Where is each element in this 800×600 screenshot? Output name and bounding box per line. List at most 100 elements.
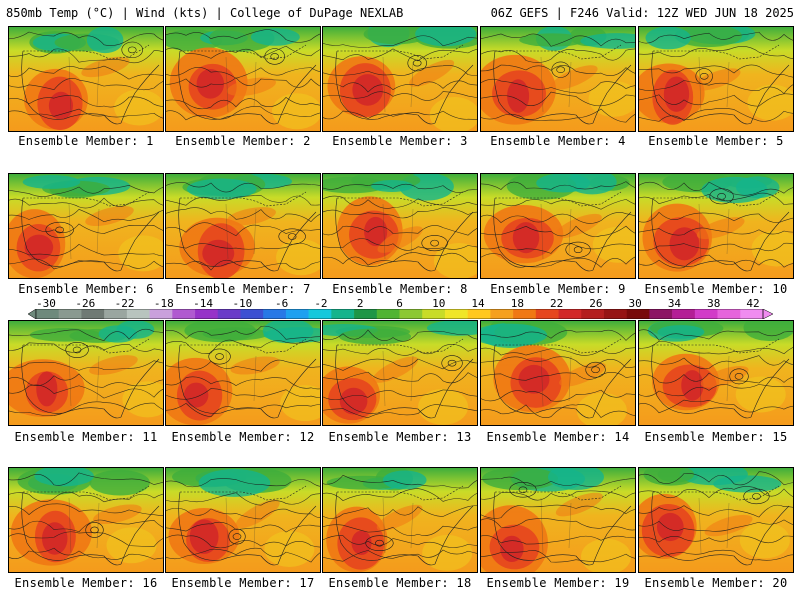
- ensemble-member-label: Ensemble Member: 18: [328, 576, 472, 590]
- temperature-field-map: [166, 174, 320, 278]
- ensemble-map-panel: [8, 467, 164, 573]
- colorbar-swatch: [581, 309, 605, 319]
- colorbar-tick-label: -10: [232, 297, 253, 310]
- temperature-field-map: [9, 321, 163, 425]
- ensemble-member-label: Ensemble Member: 19: [486, 576, 630, 590]
- ensemble-member-label: Ensemble Member: 16: [14, 576, 158, 590]
- ensemble-member-label: Ensemble Member: 11: [14, 430, 158, 444]
- colorbar-swatch: [513, 309, 537, 319]
- temperature-field-map: [9, 174, 163, 278]
- ensemble-map-panel: [165, 467, 321, 573]
- ensemble-member-label: Ensemble Member: 17: [171, 576, 315, 590]
- ensemble-map-panel: [322, 26, 478, 132]
- ensemble-map-panel: [480, 26, 636, 132]
- colorbar-swatch: [740, 309, 764, 319]
- colorbar-tick-label: 38: [707, 297, 721, 310]
- colorbar-swatch: [399, 309, 423, 319]
- colorbar-swatch: [672, 309, 696, 319]
- colorbar-swatch: [444, 309, 468, 319]
- ensemble-member-label: Ensemble Member: 13: [328, 430, 472, 444]
- colorbar-tick-label: -18: [153, 297, 174, 310]
- temperature-field-map: [166, 321, 320, 425]
- colorbar-tick-label: 34: [667, 297, 682, 310]
- colorbar-swatch: [195, 309, 219, 319]
- colorbar-swatch: [558, 309, 582, 319]
- temperature-field-map: [323, 27, 477, 131]
- temperature-field-map: [323, 468, 477, 572]
- ensemble-map-panel: [8, 320, 164, 426]
- colorbar-tick-label: -26: [75, 297, 96, 310]
- colorbar-swatch: [104, 309, 128, 319]
- colorbar-tick-label: 18: [510, 297, 524, 310]
- colorbar-max-arrow: [762, 309, 773, 319]
- colorbar-tick-label: -6: [275, 297, 289, 310]
- ensemble-member-label: Ensemble Member: 1: [18, 134, 154, 148]
- temperature-field-map: [9, 27, 163, 131]
- ensemble-map-panel: [8, 26, 164, 132]
- ensemble-member-label: Ensemble Member: 7: [175, 282, 311, 296]
- colorbar-swatch: [422, 309, 446, 319]
- ensemble-map-panel: [165, 320, 321, 426]
- temperature-field-map: [323, 174, 477, 278]
- ensemble-map-panel: [480, 467, 636, 573]
- temperature-field-map: [166, 468, 320, 572]
- temperature-field-map: [639, 321, 793, 425]
- ensemble-map-panel: [480, 173, 636, 279]
- colorbar-tick-label: 14: [471, 297, 485, 310]
- ensemble-member-label: Ensemble Member: 5: [648, 134, 784, 148]
- colorbar-swatch: [36, 309, 60, 319]
- temperature-field-map: [639, 174, 793, 278]
- colorbar-tick-label: 2: [356, 297, 364, 310]
- ensemble-map-panel: [322, 320, 478, 426]
- temperature-field-map: [323, 321, 477, 425]
- colorbar-swatch: [603, 309, 627, 319]
- colorbar-tick-label: 42: [746, 297, 760, 310]
- colorbar-swatch: [490, 309, 514, 319]
- temperature-field-map: [481, 27, 635, 131]
- ensemble-member-label: Ensemble Member: 3: [332, 134, 468, 148]
- colorbar-tick-label: -30: [36, 297, 56, 310]
- temperature-field-map: [639, 27, 793, 131]
- temperature-colorbar: [28, 309, 773, 319]
- colorbar-swatch: [694, 309, 718, 319]
- model-valid-time: 06Z GEFS | F246 Valid: 12Z WED JUN 18 20…: [490, 6, 794, 20]
- colorbar-swatch: [172, 309, 196, 319]
- ensemble-map-panel: [322, 173, 478, 279]
- ensemble-member-label: Ensemble Member: 6: [18, 282, 154, 296]
- temperature-field-map: [9, 468, 163, 572]
- ensemble-member-label: Ensemble Member: 9: [490, 282, 626, 296]
- colorbar-tick-label: 10: [432, 297, 446, 310]
- colorbar-swatch: [331, 309, 355, 319]
- colorbar-swatch: [217, 309, 241, 319]
- colorbar-tick-label: 6: [396, 297, 403, 310]
- colorbar-tick-label: -14: [193, 297, 214, 310]
- ensemble-map-panel: [480, 320, 636, 426]
- ensemble-member-label: Ensemble Member: 4: [490, 134, 626, 148]
- ensemble-map-panel: [638, 320, 794, 426]
- map-title: 850mb Temp (°C) | Wind (kts) | College o…: [6, 6, 404, 20]
- colorbar-swatch: [126, 309, 150, 319]
- ensemble-member-label: Ensemble Member: 8: [332, 282, 468, 296]
- colorbar-swatch: [263, 309, 287, 319]
- colorbar-min-arrow: [28, 309, 37, 319]
- colorbar-swatch: [535, 309, 559, 319]
- ensemble-member-label: Ensemble Member: 20: [644, 576, 788, 590]
- colorbar-tick-label: 26: [589, 297, 603, 310]
- colorbar-swatch: [717, 309, 741, 319]
- colorbar-swatch: [240, 309, 264, 319]
- colorbar-tick-label: -22: [114, 297, 135, 310]
- colorbar-swatch: [81, 309, 105, 319]
- colorbar-swatch: [626, 309, 650, 319]
- colorbar-swatch: [354, 309, 378, 319]
- ensemble-map-panel: [322, 467, 478, 573]
- ensemble-member-label: Ensemble Member: 15: [644, 430, 788, 444]
- ensemble-map-panel: [8, 173, 164, 279]
- temperature-field-map: [481, 468, 635, 572]
- colorbar-swatch: [467, 309, 491, 319]
- ensemble-map-panel: [638, 26, 794, 132]
- colorbar-tick-label: -2: [314, 297, 328, 310]
- colorbar-swatch: [285, 309, 309, 319]
- temperature-field-map: [481, 321, 635, 425]
- temperature-field-map: [166, 27, 320, 131]
- colorbar-swatch: [58, 309, 82, 319]
